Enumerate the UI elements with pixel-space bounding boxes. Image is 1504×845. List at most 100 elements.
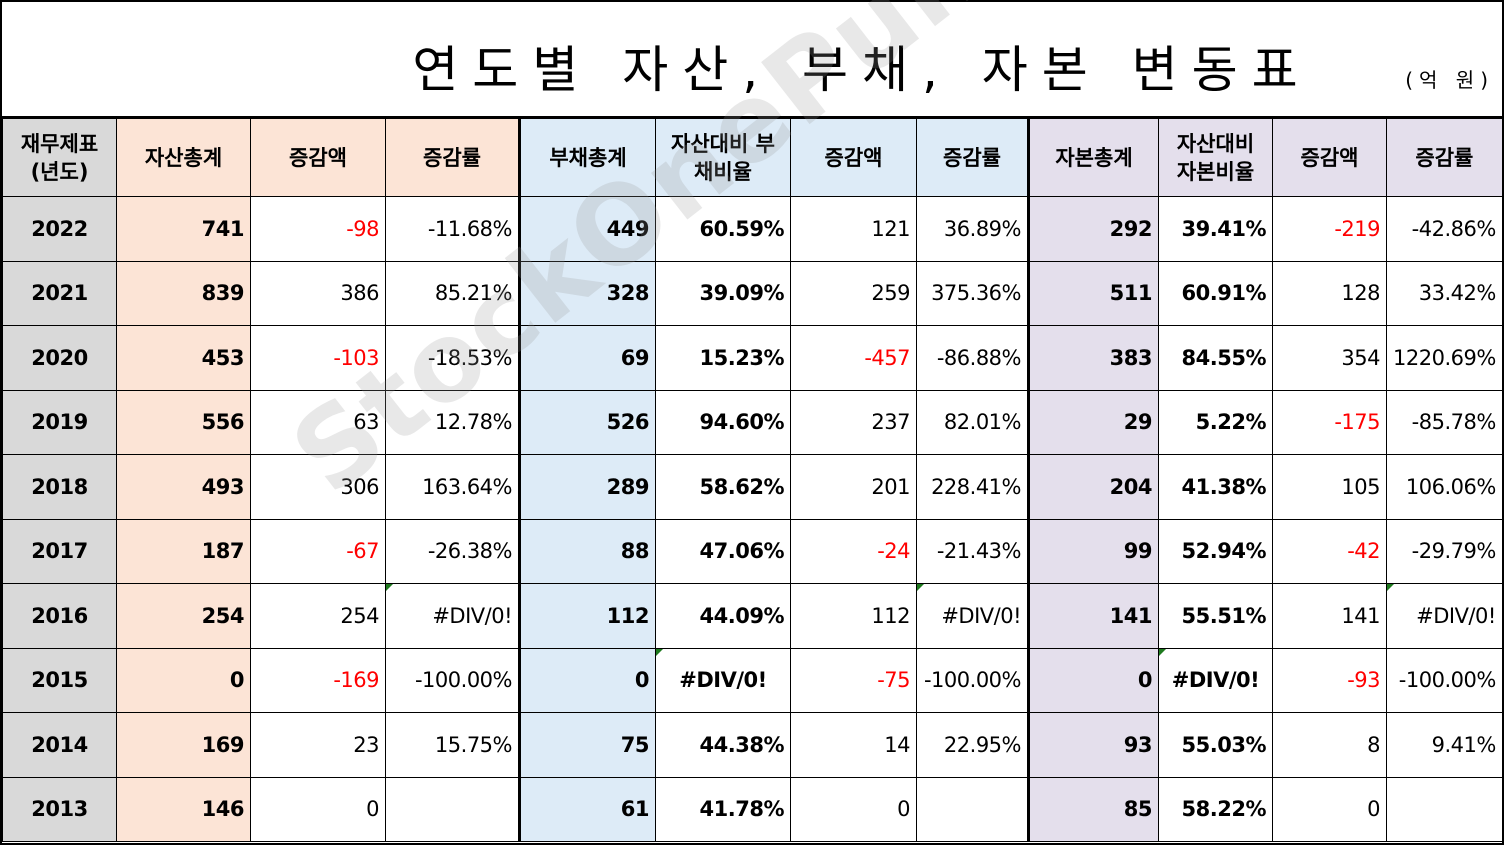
cell-equity-ratio[interactable]: 55.03% — [1158, 712, 1273, 778]
cell-debt-rate[interactable] — [916, 776, 1030, 842]
cell-equity-change[interactable]: 128 — [1272, 260, 1387, 326]
cell-asset-total[interactable]: 741 — [116, 196, 251, 262]
cell-year[interactable]: 2018 — [2, 454, 117, 520]
cell-equity-ratio[interactable]: 58.22% — [1158, 776, 1273, 842]
cell-equity-change[interactable]: 0 — [1272, 776, 1387, 842]
cell-year[interactable]: 2022 — [2, 196, 117, 262]
cell-year[interactable]: 2017 — [2, 518, 117, 584]
cell-equity-rate[interactable]: 106.06% — [1386, 454, 1503, 520]
cell-asset-total[interactable]: 146 — [116, 776, 251, 842]
cell-debt-change[interactable]: -75 — [790, 647, 917, 713]
cell-equity-ratio[interactable]: 52.94% — [1158, 518, 1273, 584]
cell-debt-total[interactable]: 75 — [519, 712, 656, 778]
cell-asset-rate[interactable]: -26.38% — [385, 518, 521, 584]
cell-asset-change[interactable]: 23 — [250, 712, 386, 778]
cell-equity-rate[interactable]: 9.41% — [1386, 712, 1503, 778]
cell-asset-total[interactable]: 839 — [116, 260, 251, 326]
cell-debt-rate[interactable]: 36.89% — [916, 196, 1030, 262]
cell-equity-change[interactable]: 354 — [1272, 325, 1387, 391]
cell-debt-ratio[interactable]: #DIV/0! — [655, 647, 791, 713]
cell-asset-change[interactable]: -67 — [250, 518, 386, 584]
cell-debt-ratio[interactable]: 15.23% — [655, 325, 791, 391]
cell-debt-rate[interactable]: 375.36% — [916, 260, 1030, 326]
cell-asset-rate[interactable]: 12.78% — [385, 389, 521, 455]
cell-debt-rate[interactable]: -86.88% — [916, 325, 1030, 391]
cell-debt-total[interactable]: 112 — [519, 583, 656, 649]
cell-debt-ratio[interactable]: 47.06% — [655, 518, 791, 584]
cell-debt-ratio[interactable]: 60.59% — [655, 196, 791, 262]
cell-equity-change[interactable]: -93 — [1272, 647, 1387, 713]
cell-equity-change[interactable]: -42 — [1272, 518, 1387, 584]
cell-year[interactable]: 2021 — [2, 260, 117, 326]
cell-debt-change[interactable]: 259 — [790, 260, 917, 326]
cell-debt-ratio[interactable]: 58.62% — [655, 454, 791, 520]
cell-equity-ratio[interactable]: 41.38% — [1158, 454, 1273, 520]
cell-year[interactable]: 2015 — [2, 647, 117, 713]
cell-equity-total[interactable]: 204 — [1028, 454, 1159, 520]
cell-debt-rate[interactable]: -21.43% — [916, 518, 1030, 584]
cell-equity-total[interactable]: 292 — [1028, 196, 1159, 262]
cell-asset-total[interactable]: 0 — [116, 647, 251, 713]
cell-asset-change[interactable]: 0 — [250, 776, 386, 842]
cell-debt-rate[interactable]: 82.01% — [916, 389, 1030, 455]
cell-debt-ratio[interactable]: 44.09% — [655, 583, 791, 649]
cell-equity-rate[interactable]: #DIV/0! — [1386, 583, 1503, 649]
cell-equity-change[interactable]: 105 — [1272, 454, 1387, 520]
cell-asset-total[interactable]: 493 — [116, 454, 251, 520]
cell-equity-rate[interactable] — [1386, 776, 1503, 842]
cell-asset-rate[interactable]: -100.00% — [385, 647, 521, 713]
cell-debt-change[interactable]: 14 — [790, 712, 917, 778]
cell-debt-total[interactable]: 328 — [519, 260, 656, 326]
cell-equity-total[interactable]: 141 — [1028, 583, 1159, 649]
cell-debt-change[interactable]: -24 — [790, 518, 917, 584]
cell-asset-change[interactable]: 63 — [250, 389, 386, 455]
cell-debt-change[interactable]: 201 — [790, 454, 917, 520]
cell-equity-change[interactable]: -219 — [1272, 196, 1387, 262]
cell-equity-change[interactable]: -175 — [1272, 389, 1387, 455]
cell-debt-total[interactable]: 0 — [519, 647, 656, 713]
cell-equity-total[interactable]: 383 — [1028, 325, 1159, 391]
cell-equity-change[interactable]: 141 — [1272, 583, 1387, 649]
cell-equity-rate[interactable]: -29.79% — [1386, 518, 1503, 584]
cell-asset-total[interactable]: 556 — [116, 389, 251, 455]
cell-debt-ratio[interactable]: 94.60% — [655, 389, 791, 455]
cell-equity-rate[interactable]: -85.78% — [1386, 389, 1503, 455]
cell-year[interactable]: 2014 — [2, 712, 117, 778]
cell-year[interactable]: 2016 — [2, 583, 117, 649]
cell-equity-ratio[interactable]: 60.91% — [1158, 260, 1273, 326]
cell-asset-change[interactable]: 306 — [250, 454, 386, 520]
cell-debt-change[interactable]: 121 — [790, 196, 917, 262]
cell-equity-total[interactable]: 99 — [1028, 518, 1159, 584]
cell-year[interactable]: 2019 — [2, 389, 117, 455]
cell-equity-change[interactable]: 8 — [1272, 712, 1387, 778]
cell-debt-total[interactable]: 88 — [519, 518, 656, 584]
cell-debt-rate[interactable]: 228.41% — [916, 454, 1030, 520]
cell-debt-total[interactable]: 69 — [519, 325, 656, 391]
cell-asset-rate[interactable] — [385, 776, 521, 842]
cell-asset-change[interactable]: 254 — [250, 583, 386, 649]
cell-debt-change[interactable]: 112 — [790, 583, 917, 649]
cell-asset-total[interactable]: 187 — [116, 518, 251, 584]
cell-year[interactable]: 2020 — [2, 325, 117, 391]
cell-year[interactable]: 2013 — [2, 776, 117, 842]
cell-debt-total[interactable]: 289 — [519, 454, 656, 520]
cell-equity-rate[interactable]: -42.86% — [1386, 196, 1503, 262]
cell-asset-total[interactable]: 169 — [116, 712, 251, 778]
cell-equity-total[interactable]: 0 — [1028, 647, 1159, 713]
cell-debt-total[interactable]: 449 — [519, 196, 656, 262]
cell-equity-ratio[interactable]: 55.51% — [1158, 583, 1273, 649]
cell-asset-total[interactable]: 254 — [116, 583, 251, 649]
cell-equity-total[interactable]: 93 — [1028, 712, 1159, 778]
cell-asset-change[interactable]: -98 — [250, 196, 386, 262]
cell-debt-rate[interactable]: #DIV/0! — [916, 583, 1030, 649]
cell-debt-total[interactable]: 61 — [519, 776, 656, 842]
cell-equity-rate[interactable]: 33.42% — [1386, 260, 1503, 326]
cell-equity-total[interactable]: 511 — [1028, 260, 1159, 326]
cell-equity-rate[interactable]: 1220.69% — [1386, 325, 1503, 391]
cell-asset-rate[interactable]: #DIV/0! — [385, 583, 521, 649]
cell-asset-change[interactable]: 386 — [250, 260, 386, 326]
cell-debt-ratio[interactable]: 41.78% — [655, 776, 791, 842]
cell-debt-change[interactable]: 237 — [790, 389, 917, 455]
cell-equity-ratio[interactable]: #DIV/0! — [1158, 647, 1273, 713]
cell-equity-total[interactable]: 29 — [1028, 389, 1159, 455]
